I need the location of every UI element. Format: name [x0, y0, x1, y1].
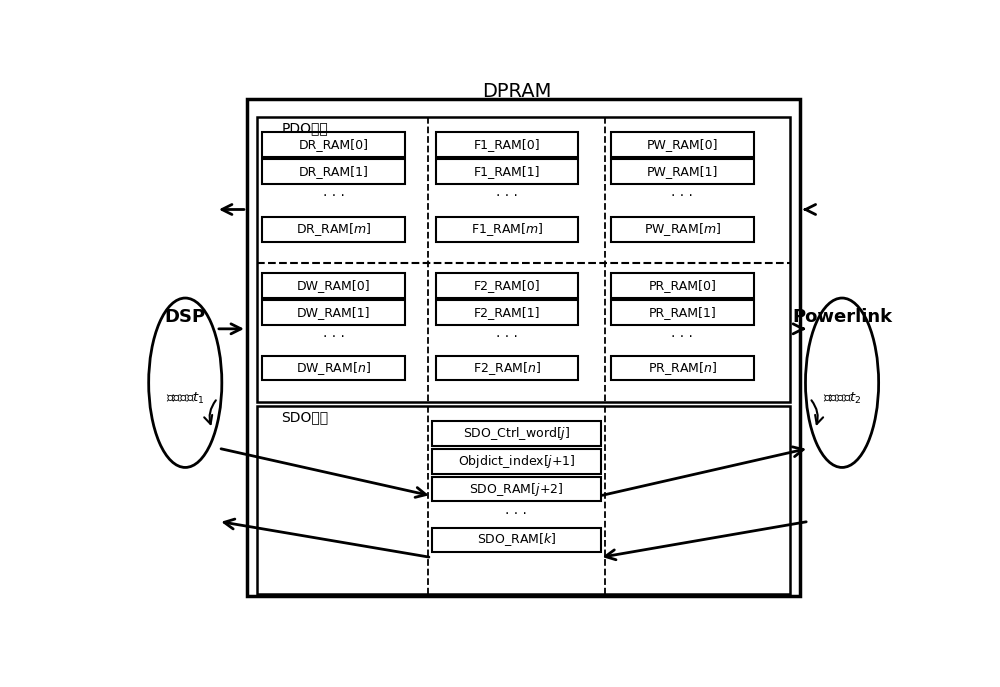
Text: 存取周期$t_1$: 存取周期$t_1$ [166, 391, 205, 406]
Bar [432, 477, 601, 502]
Text: PR_RAM[0]: PR_RAM[0] [648, 279, 716, 292]
Text: · · ·: · · · [671, 330, 693, 344]
Bar [611, 159, 754, 184]
Bar [262, 217, 405, 242]
Text: F2_RAM[1]: F2_RAM[1] [473, 306, 540, 319]
Text: DR_RAM[0]: DR_RAM[0] [298, 138, 368, 151]
Text: DR_RAM[$m$]: DR_RAM[$m$] [296, 221, 371, 238]
Text: PDO通道: PDO通道 [281, 122, 328, 135]
Text: DW_RAM[1]: DW_RAM[1] [297, 306, 370, 319]
Text: Objdict_index[$j$+1]: Objdict_index[$j$+1] [458, 453, 575, 470]
Bar [611, 273, 754, 298]
Bar [262, 159, 405, 184]
Bar [257, 406, 790, 594]
Bar [436, 273, 578, 298]
Text: SDO_RAM[$j$+2]: SDO_RAM[$j$+2] [469, 480, 563, 497]
Text: PW_RAM[$m$]: PW_RAM[$m$] [644, 221, 721, 238]
Text: PR_RAM[1]: PR_RAM[1] [648, 306, 716, 319]
Text: F1_RAM[$m$]: F1_RAM[$m$] [471, 221, 543, 238]
Text: F1_RAM[1]: F1_RAM[1] [473, 166, 540, 178]
Bar [257, 117, 790, 402]
Text: · · ·: · · · [323, 190, 344, 203]
Bar [611, 300, 754, 325]
Text: DR_RAM[1]: DR_RAM[1] [299, 166, 368, 178]
Bar [432, 421, 601, 446]
Bar [432, 528, 601, 552]
Text: DW_RAM[0]: DW_RAM[0] [297, 279, 370, 292]
Bar [436, 159, 578, 184]
Bar [262, 133, 405, 157]
Bar [436, 133, 578, 157]
Text: F2_RAM[$n$]: F2_RAM[$n$] [473, 359, 541, 376]
Bar [262, 300, 405, 325]
Bar [432, 449, 601, 473]
Bar [611, 217, 754, 242]
Text: SDO_Ctrl_word[$j$]: SDO_Ctrl_word[$j$] [463, 425, 570, 442]
Text: SDO通道: SDO通道 [281, 410, 328, 425]
Bar [247, 100, 800, 596]
Text: PW_RAM[0]: PW_RAM[0] [647, 138, 718, 151]
Text: · · ·: · · · [671, 190, 693, 203]
Text: DPRAM: DPRAM [482, 82, 551, 101]
Bar [436, 217, 578, 242]
Text: DW_RAM[$n$]: DW_RAM[$n$] [296, 359, 371, 376]
Bar [436, 300, 578, 325]
Text: 存取周期$t_2$: 存取周期$t_2$ [823, 391, 861, 406]
Bar [262, 273, 405, 298]
Text: F1_RAM[0]: F1_RAM[0] [473, 138, 540, 151]
Text: PR_RAM[$n$]: PR_RAM[$n$] [648, 359, 717, 376]
Text: · · ·: · · · [496, 330, 518, 344]
Text: SDO_RAM[$k$]: SDO_RAM[$k$] [477, 531, 556, 548]
Text: DSP: DSP [165, 308, 206, 326]
Bar [436, 356, 578, 381]
Text: · · ·: · · · [323, 330, 344, 344]
Bar [611, 133, 754, 157]
Text: · · ·: · · · [496, 190, 518, 203]
Text: PW_RAM[1]: PW_RAM[1] [647, 166, 718, 178]
Bar [611, 356, 754, 381]
Text: · · ·: · · · [505, 506, 527, 521]
Text: Powerlink: Powerlink [792, 308, 892, 326]
Text: F2_RAM[0]: F2_RAM[0] [473, 279, 540, 292]
Bar [262, 356, 405, 381]
